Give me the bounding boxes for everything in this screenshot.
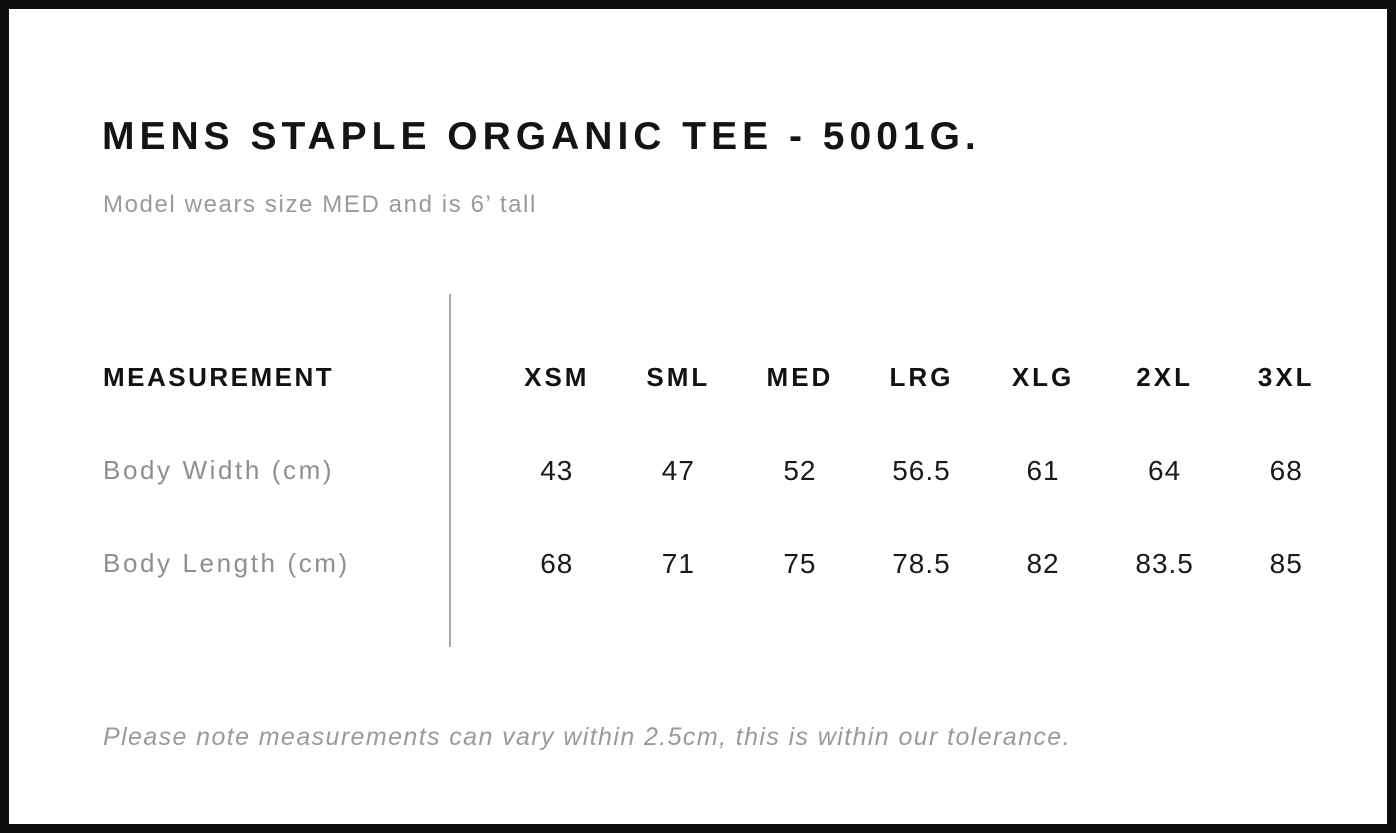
column-header-lrg: LRG	[889, 362, 954, 392]
page-subtitle: Model wears size MED and is 6’ tall	[103, 191, 537, 218]
cell-body-length-3xl: 85	[1269, 547, 1303, 579]
vertical-divider	[449, 294, 451, 647]
column-header-xlg: XLG	[1011, 362, 1075, 392]
column-header-sml: SML	[646, 362, 711, 392]
cell-body-width-med: 52	[783, 454, 817, 486]
cell-body-width-xlg: 61	[1026, 454, 1060, 486]
tolerance-note: Please note measurements can vary within…	[103, 723, 1071, 751]
cell-body-length-sml: 71	[661, 547, 695, 579]
cell-body-length-med: 75	[783, 547, 817, 579]
column-header-med: MED	[766, 362, 834, 392]
column-header-3xl: 3XL	[1257, 362, 1315, 392]
cell-body-length-xsm: 68	[540, 547, 574, 579]
cell-body-width-xsm: 43	[540, 454, 574, 486]
row-label-body-width: Body Width (cm)	[103, 455, 335, 485]
cell-body-width-2xl: 64	[1148, 454, 1182, 486]
column-header-measurement: MEASUREMENT	[103, 362, 335, 392]
column-header-xsm: XSM	[524, 362, 590, 392]
column-header-2xl: 2XL	[1136, 362, 1193, 392]
table-row-body-width: Body Width (cm) 43 47 52 56.5 61 64 68	[103, 424, 1347, 517]
cell-body-length-2xl: 83.5	[1135, 547, 1194, 579]
cell-body-length-xlg: 82	[1026, 547, 1060, 579]
cell-body-width-sml: 47	[661, 454, 695, 486]
table-row-body-length: Body Length (cm) 68 71 75 78.5 82 83.5 8…	[103, 517, 1347, 610]
cell-body-width-3xl: 68	[1269, 454, 1303, 486]
table-header-row: MEASUREMENT XSM SML MED LRG XLG 2XL 3XL	[103, 331, 1347, 424]
page-title: MENS STAPLE ORGANIC TEE - 5001G.	[102, 115, 981, 158]
row-label-body-length: Body Length (cm)	[103, 548, 350, 578]
cell-body-width-lrg: 56.5	[892, 454, 951, 486]
size-table: MEASUREMENT XSM SML MED LRG XLG 2XL 3XL …	[103, 294, 1347, 647]
cell-body-length-lrg: 78.5	[892, 547, 951, 579]
